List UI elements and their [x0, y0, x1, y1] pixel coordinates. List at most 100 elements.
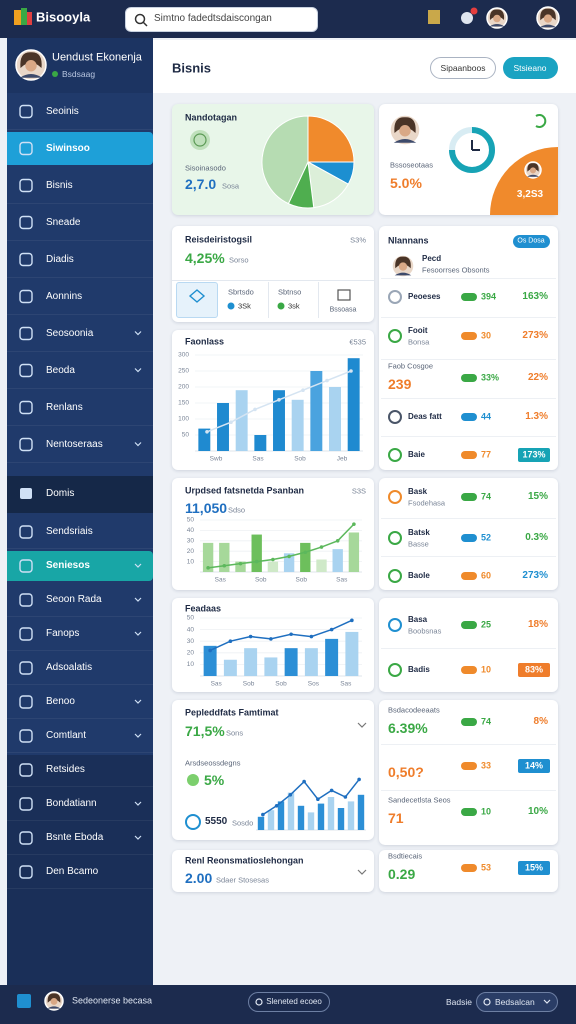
nav-divider	[7, 548, 153, 549]
nav-label[interactable]: Sendsriais	[46, 526, 93, 537]
button-label[interactable]: Stsieano	[513, 62, 547, 73]
row-value: 74	[481, 491, 492, 502]
nav-label[interactable]: Aonnins	[46, 290, 83, 302]
row-divider	[381, 744, 556, 745]
footer-pill-text[interactable]: Sleneted ecoeo	[266, 997, 322, 1006]
nav-label[interactable]: Bsnte Eboda	[46, 832, 104, 843]
nav-label[interactable]: Seniesos	[46, 560, 90, 571]
profile-name: Uendust Ekonenja	[52, 51, 142, 64]
nav-item[interactable]	[7, 617, 153, 651]
nav-label[interactable]: Renlans	[46, 401, 83, 413]
button-outline[interactable]	[430, 57, 496, 79]
card-title: Reisdeiristogsil	[185, 234, 253, 245]
search-box[interactable]	[125, 7, 318, 32]
nav-label[interactable]: Adsoalatis	[46, 662, 93, 673]
badge-button-label[interactable]: Os Dosa	[517, 237, 545, 245]
sidebar-profile	[7, 38, 153, 93]
row-divider	[381, 316, 556, 318]
row-value: 25	[481, 619, 492, 630]
nav-item[interactable]	[7, 167, 153, 204]
row-divider	[381, 517, 556, 519]
cell-divider	[318, 282, 319, 318]
button-primary[interactable]	[503, 57, 558, 79]
nav-label[interactable]: Sneade	[46, 216, 81, 228]
profile-status: Bsdsaag	[62, 68, 96, 79]
row-pill	[461, 762, 477, 770]
nav-label[interactable]: Seosoonia	[46, 327, 94, 339]
nav-label[interactable]: Bondatiann	[46, 798, 97, 809]
nav-divider	[7, 351, 153, 352]
row-value: 74	[481, 716, 492, 727]
row-pill	[461, 413, 477, 421]
nav-divider	[7, 240, 153, 241]
nav-divider	[7, 650, 153, 651]
row-divider	[381, 790, 556, 791]
row-label: Basa	[408, 615, 428, 624]
nav-label[interactable]: Seoon Rada	[46, 594, 102, 605]
nav-label[interactable]: Bisnis	[46, 179, 73, 191]
row-pct: 273%	[522, 570, 548, 581]
footer-select-text[interactable]: Bedsalcan	[495, 996, 535, 1007]
row-badge	[518, 663, 550, 677]
row-label: Batsk	[408, 528, 430, 537]
small-label: Sisoinasodo	[185, 163, 226, 173]
row-pct: 0.3%	[525, 532, 548, 543]
nav-label[interactable]: Siwinsoo	[46, 142, 90, 154]
small-label: €535	[349, 337, 366, 347]
nav-item[interactable]	[7, 685, 153, 719]
nav-divider	[7, 616, 153, 617]
row-pill	[461, 374, 477, 382]
nav-divider	[7, 888, 153, 889]
row-label: Badis	[408, 665, 430, 674]
nav-label[interactable]: Fanops	[46, 628, 80, 639]
row-pill	[461, 864, 477, 872]
nav-label[interactable]: Diadis	[46, 253, 74, 265]
footer-text[interactable]: Badsie	[446, 996, 472, 1007]
nav-label[interactable]: Beoda	[46, 364, 75, 376]
row-label: Baie	[408, 450, 425, 459]
row-label: Deas fatt	[408, 412, 442, 421]
row-badge	[518, 448, 550, 462]
big-value: 2,7.0	[185, 176, 217, 192]
big-value: 5%	[204, 772, 225, 788]
row-value: 10	[481, 806, 492, 817]
row-divider	[381, 555, 556, 557]
row-pct: 1.3%	[525, 411, 548, 422]
row-divider	[381, 358, 556, 360]
row-label: Fooit	[408, 326, 428, 335]
nav-item[interactable]	[7, 241, 153, 278]
row-pct: 14%	[524, 760, 544, 771]
card-title: Faonlass	[185, 336, 225, 347]
nav-item[interactable]	[7, 352, 153, 389]
small-label: Sorso	[229, 255, 249, 265]
row-label: Bask	[408, 487, 428, 496]
nav-label[interactable]: Benoo	[46, 696, 75, 707]
nav-label[interactable]: Retsides	[46, 764, 85, 775]
card	[379, 226, 558, 470]
button-label[interactable]: Sipaanboos	[440, 62, 486, 73]
row-value: 10	[481, 664, 492, 675]
nav-label[interactable]: Seoinis	[46, 105, 79, 117]
nav-label[interactable]: Comtlant	[46, 730, 87, 741]
row-pct: 273%	[522, 330, 548, 341]
row-value: 33%	[481, 372, 500, 383]
row-pill	[461, 493, 477, 501]
nav-label[interactable]: Den Bcamo	[46, 866, 99, 877]
nav-divider	[7, 684, 153, 685]
row-value: 44	[481, 411, 492, 422]
person-name: Pecd	[422, 254, 442, 263]
small-label: Sdaer Stosesas	[216, 875, 269, 885]
nav-label[interactable]: Nentoseraas	[46, 438, 103, 450]
small-label: Bssoseotaas	[390, 160, 433, 170]
big-value: 0,50?	[388, 764, 424, 780]
small-label: Fsodehasa	[408, 498, 446, 508]
footer-pill[interactable]	[248, 992, 330, 1012]
footer-select[interactable]	[476, 992, 558, 1012]
row-divider	[381, 397, 556, 399]
badge-button[interactable]	[513, 235, 550, 248]
nav-item[interactable]	[7, 93, 153, 130]
row-badge	[518, 759, 550, 773]
small-label: Basse	[408, 539, 429, 549]
row-value: 33	[481, 760, 492, 771]
